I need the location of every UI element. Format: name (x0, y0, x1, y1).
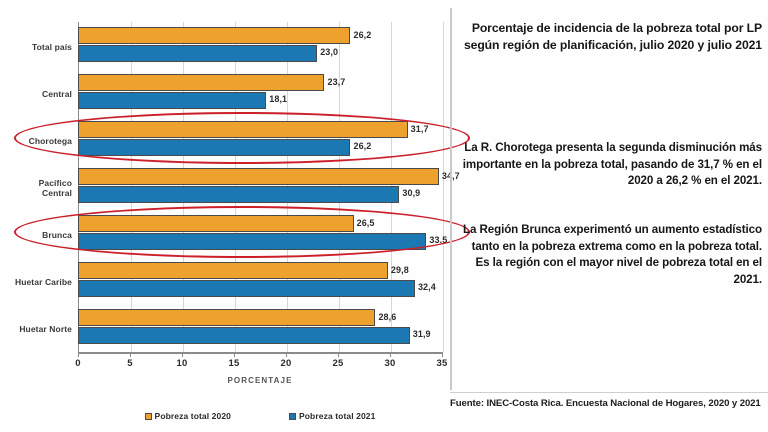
bar-value-label: 26,5 (356, 217, 375, 228)
column-divider (450, 8, 452, 390)
x-tick-label: 15 (228, 358, 240, 369)
x-axis-title: Porcentaje (227, 376, 293, 385)
bar-group: Chorotega 31,7 26,2 (0, 118, 440, 165)
bar-value-label: 26,2 (353, 141, 372, 151)
bar-2020[interactable] (78, 215, 354, 232)
category-label: Total país (31, 41, 72, 52)
bar-2020[interactable] (78, 262, 388, 279)
chart-legend: Pobreza total 2020 Pobreza total 2021 (78, 408, 442, 424)
x-tick-label: 25 (332, 358, 344, 369)
x-tick (78, 352, 79, 357)
legend-swatch-icon (144, 412, 152, 420)
category-label: Pacífico Central (38, 177, 72, 199)
bar-2021[interactable] (78, 232, 427, 250)
bar-value-label: 23,7 (327, 76, 346, 87)
bar-group: PacíficoCentral34,730,9 (0, 165, 460, 212)
legend-label: Pobreza total 2020 (154, 411, 231, 421)
legend-item[interactable]: Pobreza total 2020 (144, 411, 231, 421)
category-label: Brunca (42, 229, 72, 240)
bar-value-label: 31,9 (412, 329, 431, 339)
x-tick-label: 30 (384, 358, 396, 369)
x-tick (390, 352, 391, 357)
x-tick-label: 5 (127, 358, 133, 369)
note-chorotega: La R. Chorotega presenta la segunda dism… (462, 141, 762, 187)
legend-swatch-icon (289, 412, 296, 420)
bar-2021[interactable] (78, 326, 410, 344)
bar-group: Huetar Norte 28,6 31,9 (0, 306, 440, 353)
category-label: Chorotega (28, 135, 72, 146)
x-tick-label: 20 (280, 358, 292, 369)
category-label: Huetar Norte (19, 323, 72, 334)
bar-value-label: 32,4 (417, 282, 436, 292)
bar-2021[interactable] (78, 91, 267, 109)
bar-value-label: 23,0 (320, 47, 339, 57)
bar-value-label: 26,2 (353, 29, 372, 40)
bar-2020[interactable] (78, 27, 351, 44)
category-label: Huetar Caribe (14, 276, 72, 287)
x-tick-label: 0 (75, 358, 81, 369)
bar-2020[interactable] (78, 309, 376, 326)
bar-group: Brunca 26,5 33,5 (0, 212, 447, 259)
bar-value-label: 33,5 (429, 235, 448, 245)
x-tick (338, 352, 339, 357)
x-axis-line (78, 352, 442, 354)
x-tick (442, 352, 443, 357)
legend-label: Pobreza total 2021 (299, 411, 376, 421)
bar-2021[interactable] (78, 279, 415, 297)
source-note: Fuente: INEC-Costa Rica. Encuesta Nacion… (450, 398, 761, 409)
x-tick (286, 352, 287, 357)
bar-2021[interactable] (78, 44, 318, 62)
gridline (443, 22, 444, 352)
x-tick-label: 10 (176, 358, 188, 369)
chart: 0 5 10 15 20 25 30 35 Total país 26,2 23,0 Central… (0, 8, 470, 421)
bar-2020[interactable] (78, 121, 408, 138)
x-tick (182, 352, 183, 357)
category-label: Central (42, 88, 72, 99)
bar-group: Central 23,7 18,1 (0, 71, 440, 118)
x-tick (130, 352, 131, 357)
bar-2020[interactable] (78, 168, 439, 185)
commentary-column: Porcentaje de incidencia de la pobreza t… (450, 0, 768, 432)
bar-value-label: 18,1 (269, 94, 288, 104)
source-rule (450, 392, 768, 393)
bar-value-label: 29,8 (390, 264, 409, 275)
bar-group: Total país 26,2 23,0 (0, 24, 440, 71)
chart-headline: Porcentaje de incidencia de la pobreza t… (463, 21, 762, 52)
note-brunca: La Región Brunca experimentó un aumento … (463, 223, 762, 286)
x-tick-label: 35 (436, 358, 448, 369)
x-tick (234, 352, 235, 357)
bar-2021[interactable] (78, 138, 351, 156)
legend-item[interactable]: Pobreza total 2021 (289, 411, 375, 421)
bar-2020[interactable] (78, 74, 325, 91)
bar-2021[interactable] (78, 185, 400, 203)
bar-value-label: 28,6 (378, 311, 397, 322)
bar-value-label: 31,7 (410, 123, 429, 134)
bar-value-label: 30,9 (402, 188, 421, 198)
bar-group: Huetar Caribe 29,8 32,4 (0, 259, 440, 306)
